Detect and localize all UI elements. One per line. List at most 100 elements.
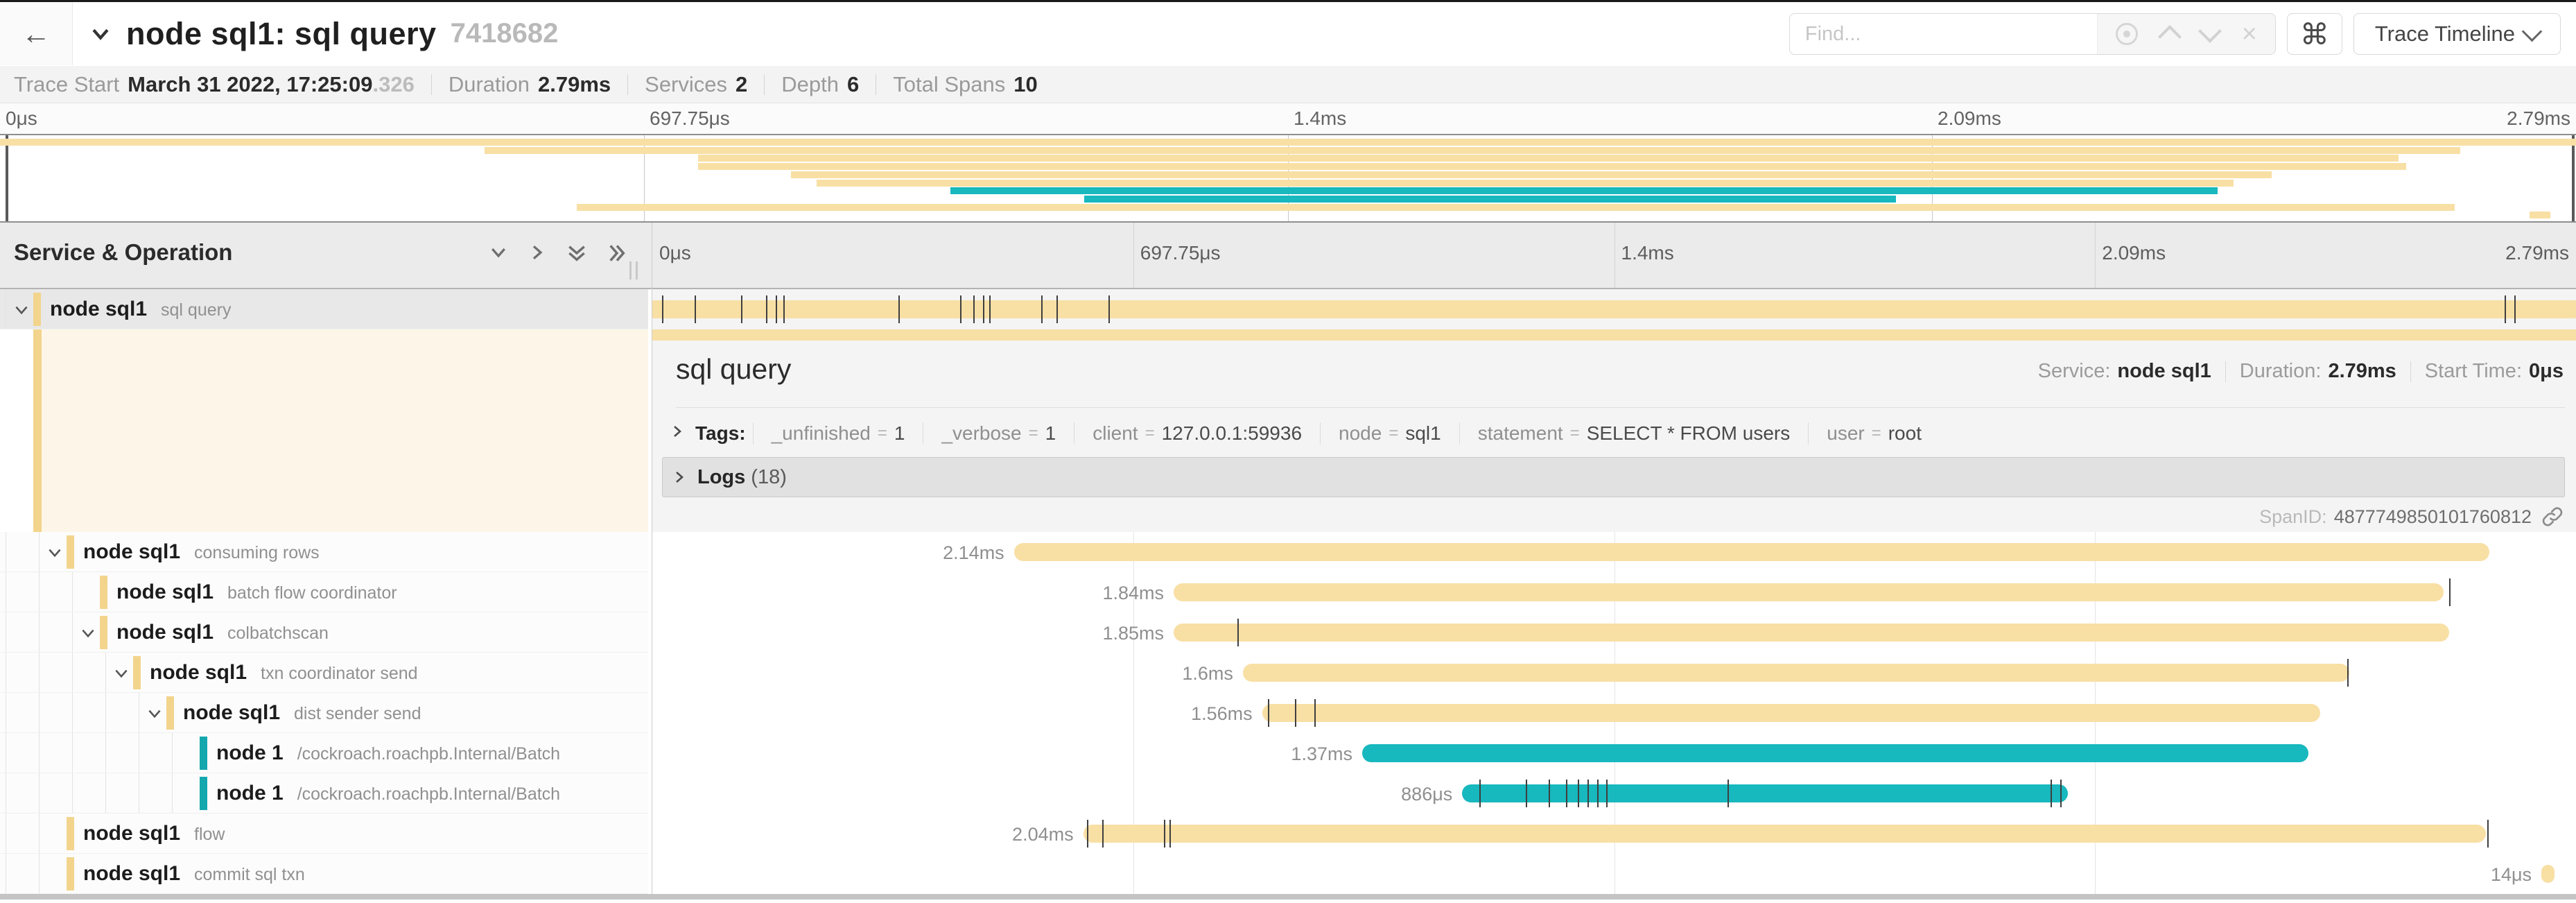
span-tree-row[interactable]: node sql1 dist sender send [0, 693, 648, 733]
span-timeline-row[interactable]: 2.04ms [652, 814, 2576, 854]
trace-view-select[interactable]: Trace Timeline [2353, 13, 2561, 55]
minimap-right-handle[interactable] [2572, 135, 2575, 221]
span-tree-row[interactable]: node sql1 sql query [0, 289, 648, 329]
span-tree-row[interactable]: node 1/cockroach.roachpb.Internal/Batch [0, 733, 648, 773]
span-duration-bar[interactable] [1083, 825, 2486, 843]
span-expander-chevron[interactable] [146, 705, 164, 726]
indent-guide [39, 653, 40, 692]
span-expander-chevron[interactable] [46, 544, 64, 565]
expand-all-icon[interactable] [606, 242, 628, 268]
span-timeline-row[interactable]: 14μs [652, 854, 2576, 894]
tag-item[interactable]: node = sql1 [1320, 422, 1459, 445]
tag-item[interactable]: _unfinished = 1 [752, 422, 923, 445]
logs-expander-chevron[interactable] [671, 469, 688, 485]
summary-label: Total Spans [893, 71, 1006, 96]
span-tree-row[interactable]: node sql1 flow [0, 814, 648, 854]
tag-item[interactable]: client = 127.0.0.1:59936 [1074, 422, 1320, 445]
trace-id-short: 7418682 [450, 18, 559, 49]
span-detail-block: sql query Service: node sql1 Duration: 2.79m… [0, 329, 2576, 532]
tag-item[interactable]: _verbose = 1 [923, 422, 1074, 445]
log-marker-tick [1056, 295, 1058, 323]
span-expander-chevron[interactable] [79, 624, 97, 646]
span-duration-bar[interactable] [1262, 704, 2320, 722]
column-resizer-grip[interactable] [629, 261, 638, 280]
horizontal-scrollbar[interactable] [0, 894, 2576, 900]
next-match-icon[interactable] [2198, 19, 2222, 45]
prev-match-icon[interactable] [2157, 23, 2182, 49]
collapse-all-icon[interactable] [566, 242, 588, 268]
find-input[interactable] [1789, 14, 2097, 54]
deep-link-icon[interactable] [2541, 506, 2564, 528]
tag-value: root [1888, 422, 1922, 444]
locate-icon[interactable] [2115, 23, 2138, 45]
collapse-one-icon[interactable] [488, 242, 509, 268]
start-time-value: 0μs [2529, 360, 2564, 382]
indent-guide [72, 653, 73, 692]
span-duration-bar[interactable] [1174, 624, 2449, 642]
log-marker-tick [1577, 780, 1579, 807]
span-timeline-row[interactable]: 1.84ms [652, 572, 2576, 612]
tags-expander-chevron[interactable] [669, 422, 686, 445]
detail-panel-background: sql query Service: node sql1 Duration: 2.79m… [652, 341, 2576, 532]
span-tree-row[interactable]: node sql1 batch flow coordinator [0, 572, 648, 612]
span-tree-row[interactable]: node 1/cockroach.roachpb.Internal/Batch [0, 773, 648, 814]
span-timeline-row[interactable]: 886μs [652, 773, 2576, 814]
span-expander-chevron[interactable] [12, 301, 31, 322]
expand-one-icon[interactable] [527, 242, 548, 268]
service-color-bar [200, 737, 207, 770]
keyboard-shortcuts-button[interactable]: ⌘ [2286, 13, 2342, 55]
minimap-left-handle[interactable] [6, 135, 8, 221]
span-tree-row[interactable]: node sql1 colbatchscan [0, 612, 648, 653]
span-row: node sql1 dist sender send 1.56ms [0, 693, 2576, 733]
trace-summary-item: Total Spans 10 [893, 72, 1037, 97]
operation-name: txn coordinator send [261, 664, 418, 683]
span-timeline-row[interactable]: 1.6ms [652, 653, 2576, 693]
span-timeline-row[interactable]: 1.85ms [652, 612, 2576, 653]
span-duration-bar[interactable] [1361, 744, 2309, 762]
tags-row[interactable]: Tags: _unfinished = 1 _verbose = 1 client = 127.0… [669, 417, 1940, 450]
span-tree-row[interactable]: node sql1 txn coordinator send [0, 653, 648, 693]
collapse-trace-chevron-icon[interactable] [89, 22, 112, 46]
ruler-tick-label: 2.79ms [2507, 108, 2570, 129]
summary-value: 2 [736, 71, 748, 96]
service-name: node sql1 flow [83, 822, 225, 845]
minimap-ruler: 0μs 697.75μs 1.4ms 2.09ms 2.79ms [0, 103, 2576, 134]
trace-minimap[interactable] [0, 134, 2576, 223]
span-expander-chevron[interactable] [112, 664, 130, 686]
logs-row[interactable]: Logs (18) [662, 457, 2565, 497]
summary-value: 10 [1013, 71, 1038, 96]
span-detail-left-fill [0, 329, 648, 532]
span-timeline-row[interactable]: 2.14ms [652, 532, 2576, 572]
tag-item[interactable]: user = root [1808, 422, 1940, 445]
trace-summary-item: Duration 2.79ms [449, 72, 611, 97]
span-tree-row[interactable]: node sql1 commit sql txn [0, 854, 648, 894]
service-name: node sql1 batch flow coordinator [116, 580, 397, 603]
back-button[interactable]: ← [0, 2, 73, 65]
span-tree-row[interactable]: node sql1 consuming rows [0, 532, 648, 572]
service-color-bar [67, 535, 74, 569]
indent-guide [39, 612, 40, 652]
service-label: Service: [2037, 360, 2111, 382]
span-duration-bar[interactable] [1013, 543, 2490, 561]
span-duration-bar[interactable] [1174, 583, 2444, 601]
log-marker-tick [783, 295, 785, 323]
span-duration-bar[interactable] [1462, 784, 2069, 802]
tag-key: _verbose [941, 422, 1022, 444]
span-duration-bar[interactable] [652, 300, 2576, 318]
service-name: node sql1 consuming rows [83, 540, 320, 563]
operation-name: dist sender send [294, 704, 421, 723]
start-time-label: Start Time: [2424, 360, 2522, 382]
operation-name: commit sql txn [194, 865, 305, 884]
indent-guide [105, 733, 106, 773]
span-duration-label: 1.37ms [1291, 743, 1352, 764]
tag-value: 127.0.0.1:59936 [1161, 422, 1303, 444]
service-value: node sql1 [2117, 360, 2211, 382]
span-duration-bar[interactable] [2541, 865, 2555, 883]
indent-guide [39, 733, 40, 773]
span-timeline-row[interactable]: 1.37ms [652, 733, 2576, 773]
span-timeline-row[interactable]: 1.56ms [652, 693, 2576, 733]
span-duration-bar[interactable] [1242, 664, 2349, 682]
clear-find-icon[interactable]: × [2241, 19, 2257, 49]
tag-item[interactable]: statement = SELECT * FROM users [1459, 422, 1809, 445]
span-timeline-row[interactable] [652, 289, 2576, 329]
